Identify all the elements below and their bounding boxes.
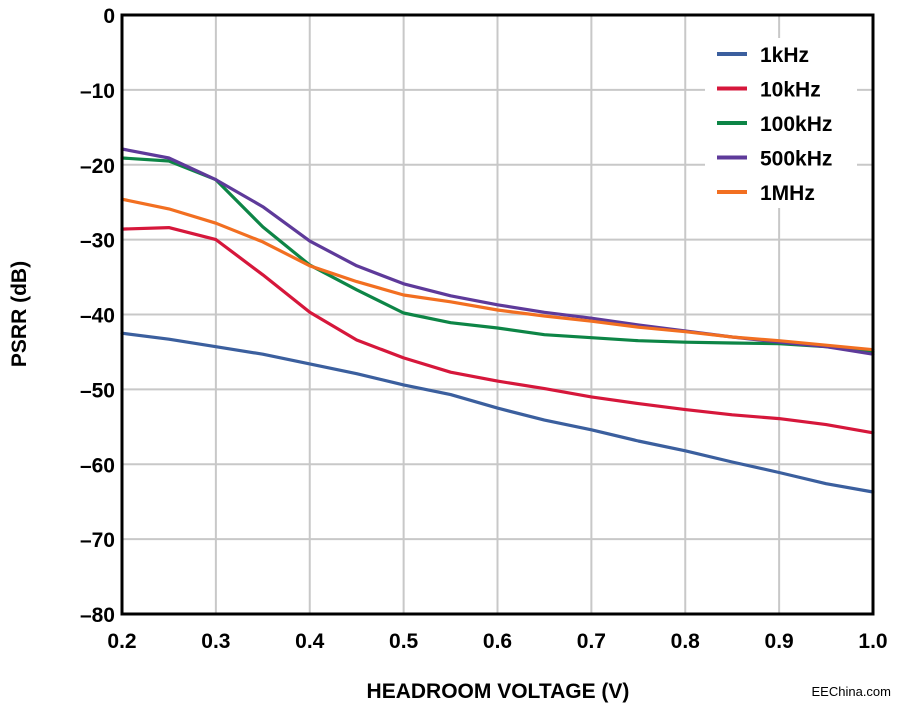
series-1kHz: [120, 331, 875, 494]
legend-item: 10kHz: [717, 79, 821, 102]
x-tick-label: 0.5: [389, 630, 419, 653]
y-axis-label: PSRR (dB): [8, 261, 31, 367]
legend-label: 10kHz: [760, 79, 821, 102]
legend-label: 500kHz: [760, 148, 832, 171]
y-tick-label: –20: [80, 155, 115, 178]
legend-label: 100kHz: [760, 113, 832, 136]
legend-item: 1kHz: [717, 44, 809, 67]
legend-label: 1kHz: [760, 44, 809, 67]
x-tick-label: 1.0: [858, 630, 887, 653]
y-tick-label: –80: [80, 604, 115, 627]
legend-item: 100kHz: [717, 113, 832, 136]
x-tick-label: 0.3: [201, 630, 230, 653]
x-tick-label: 0.4: [295, 630, 325, 653]
x-tick-label: 0.7: [577, 630, 606, 653]
y-tick-label: –60: [80, 454, 115, 477]
x-tick-label: 0.2: [107, 630, 136, 653]
y-tick-label: –30: [80, 230, 115, 253]
legend: 1kHz 10kHz 100kHz 500kHz 1MHz: [705, 38, 857, 208]
y-tick-labels: 0 –10 –20 –30 –40 –50 –60 –70 –80: [80, 5, 115, 627]
x-tick-label: 0.8: [671, 630, 701, 653]
x-tick-label: 0.6: [483, 630, 512, 653]
y-tick-label: –50: [80, 379, 115, 402]
legend-label: 1MHz: [760, 182, 815, 205]
series-1MHz: [120, 197, 875, 352]
y-tick-label: –10: [80, 80, 115, 103]
y-tick-label: –40: [80, 305, 115, 328]
plot-frame: [120, 13, 875, 616]
x-tick-label: 0.9: [765, 630, 794, 653]
x-axis-label: HEADROOM VOLTAGE (V): [367, 680, 630, 703]
y-tick-label: –70: [80, 529, 115, 552]
legend-item: 1MHz: [717, 182, 815, 205]
legend-item: 500kHz: [717, 148, 832, 171]
x-tick-labels: 0.2 0.3 0.4 0.5 0.6 0.7 0.8 0.9 1.0: [107, 630, 887, 653]
watermark: EEChina.com: [812, 684, 891, 699]
series-layer: [120, 147, 875, 494]
y-tick-label: 0: [103, 5, 115, 28]
